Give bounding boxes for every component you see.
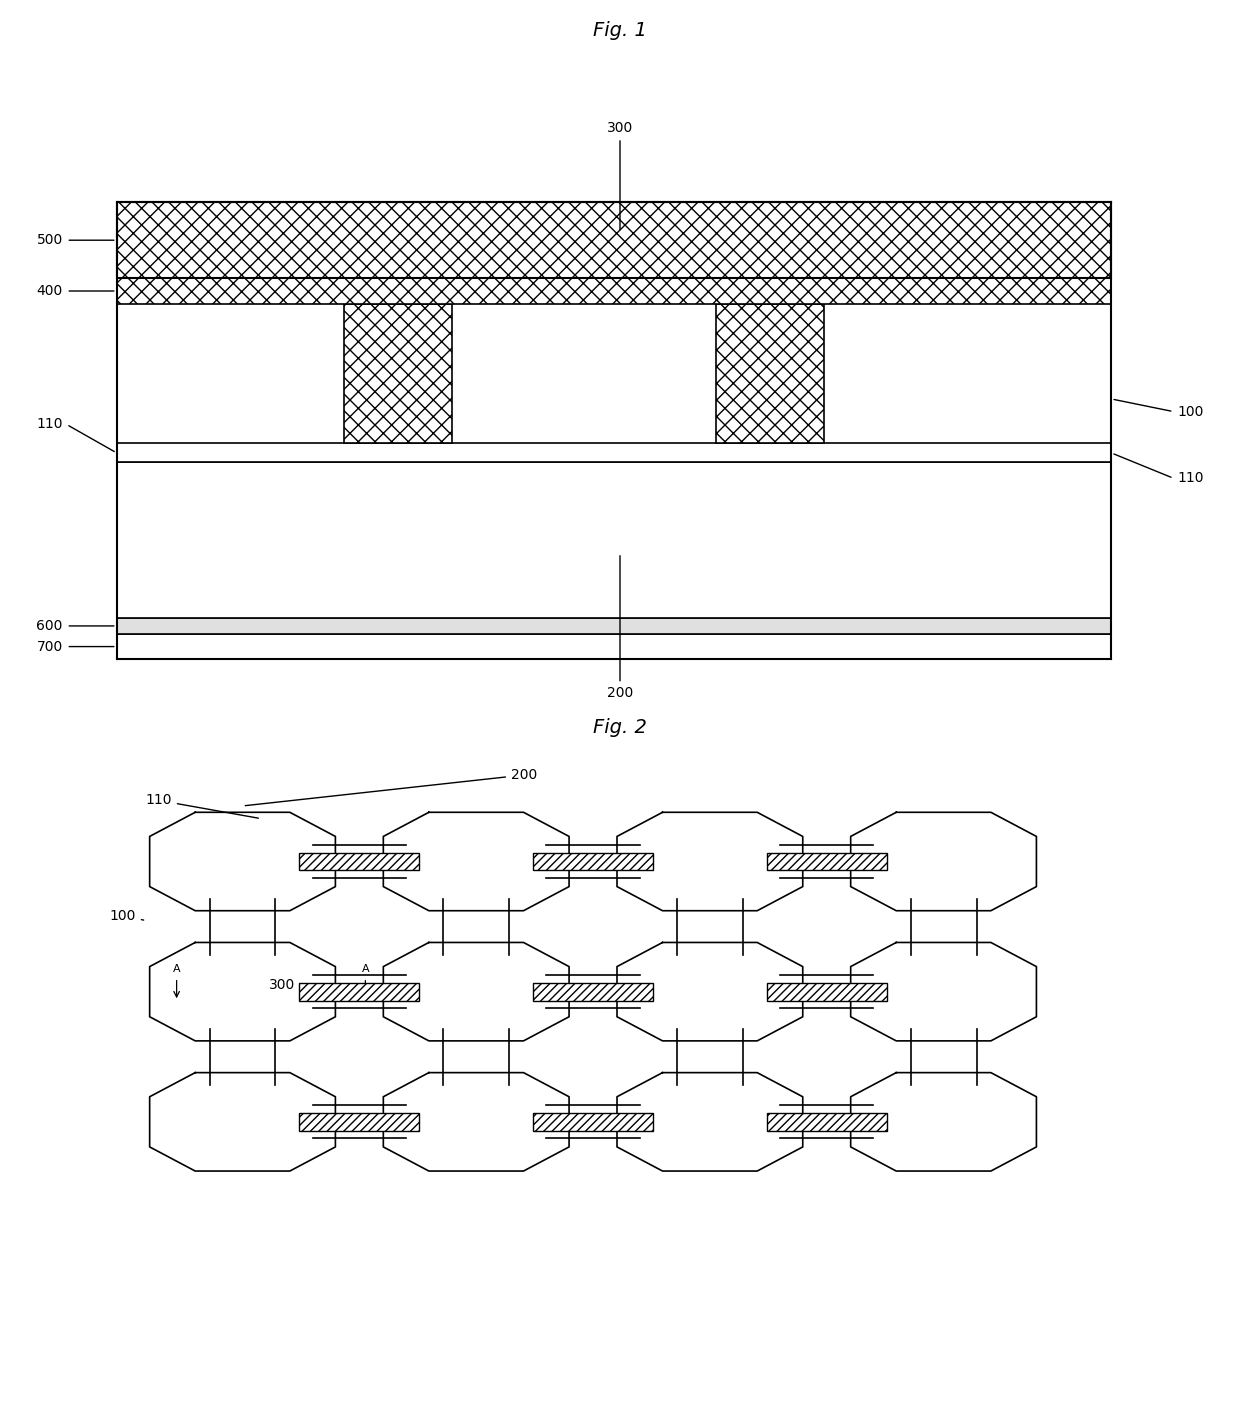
Title: Fig. 1: Fig. 1	[593, 21, 647, 39]
Text: 700: 700	[36, 640, 63, 654]
Bar	[210, 1028, 275, 1085]
Bar	[117, 463, 1111, 617]
Text: 500: 500	[36, 233, 63, 247]
Bar	[677, 1028, 743, 1085]
Bar	[533, 982, 653, 1000]
Bar	[117, 634, 1111, 659]
Text: 110: 110	[1177, 471, 1204, 485]
Polygon shape	[383, 1073, 569, 1172]
Bar	[766, 982, 887, 1000]
Bar	[677, 899, 743, 954]
Bar	[210, 899, 275, 954]
Bar	[910, 1028, 977, 1085]
Polygon shape	[851, 943, 1037, 1041]
Polygon shape	[150, 1073, 335, 1172]
Text: 300: 300	[269, 978, 295, 992]
Bar	[345, 303, 453, 443]
Bar	[766, 1113, 887, 1131]
Bar	[766, 853, 887, 870]
Bar	[533, 1113, 653, 1131]
Bar	[547, 845, 640, 878]
Polygon shape	[150, 943, 335, 1041]
Bar	[715, 303, 823, 443]
Bar	[312, 845, 405, 878]
Polygon shape	[618, 943, 802, 1041]
Text: 100: 100	[1177, 404, 1204, 418]
Polygon shape	[383, 943, 569, 1041]
Bar	[117, 202, 1111, 278]
Text: 200: 200	[606, 556, 634, 700]
Polygon shape	[851, 812, 1037, 911]
Text: 110: 110	[36, 417, 63, 431]
Text: 200: 200	[246, 767, 537, 805]
Bar	[117, 443, 1111, 463]
Bar	[299, 982, 419, 1000]
Bar	[312, 975, 405, 1009]
Bar	[910, 899, 977, 954]
Text: A: A	[362, 964, 370, 974]
Text: 100: 100	[109, 909, 144, 923]
Title: Fig. 2: Fig. 2	[593, 718, 647, 738]
Polygon shape	[383, 812, 569, 911]
Bar	[299, 853, 419, 870]
Bar	[312, 1106, 405, 1138]
Bar	[547, 975, 640, 1009]
Bar	[780, 845, 873, 878]
Polygon shape	[618, 1073, 802, 1172]
Bar	[443, 899, 510, 954]
Polygon shape	[618, 812, 802, 911]
Text: 400: 400	[36, 283, 63, 297]
Bar	[299, 1113, 419, 1131]
Bar	[443, 1028, 510, 1085]
Bar	[117, 278, 1111, 303]
Text: 600: 600	[36, 619, 63, 633]
Bar	[547, 1106, 640, 1138]
Text: 300: 300	[606, 121, 634, 230]
Text: 110: 110	[145, 793, 258, 818]
Bar	[780, 1106, 873, 1138]
Polygon shape	[150, 812, 335, 911]
Bar	[117, 617, 1111, 634]
Bar	[533, 853, 653, 870]
Text: A: A	[172, 964, 181, 974]
Polygon shape	[851, 1073, 1037, 1172]
Bar	[780, 975, 873, 1009]
